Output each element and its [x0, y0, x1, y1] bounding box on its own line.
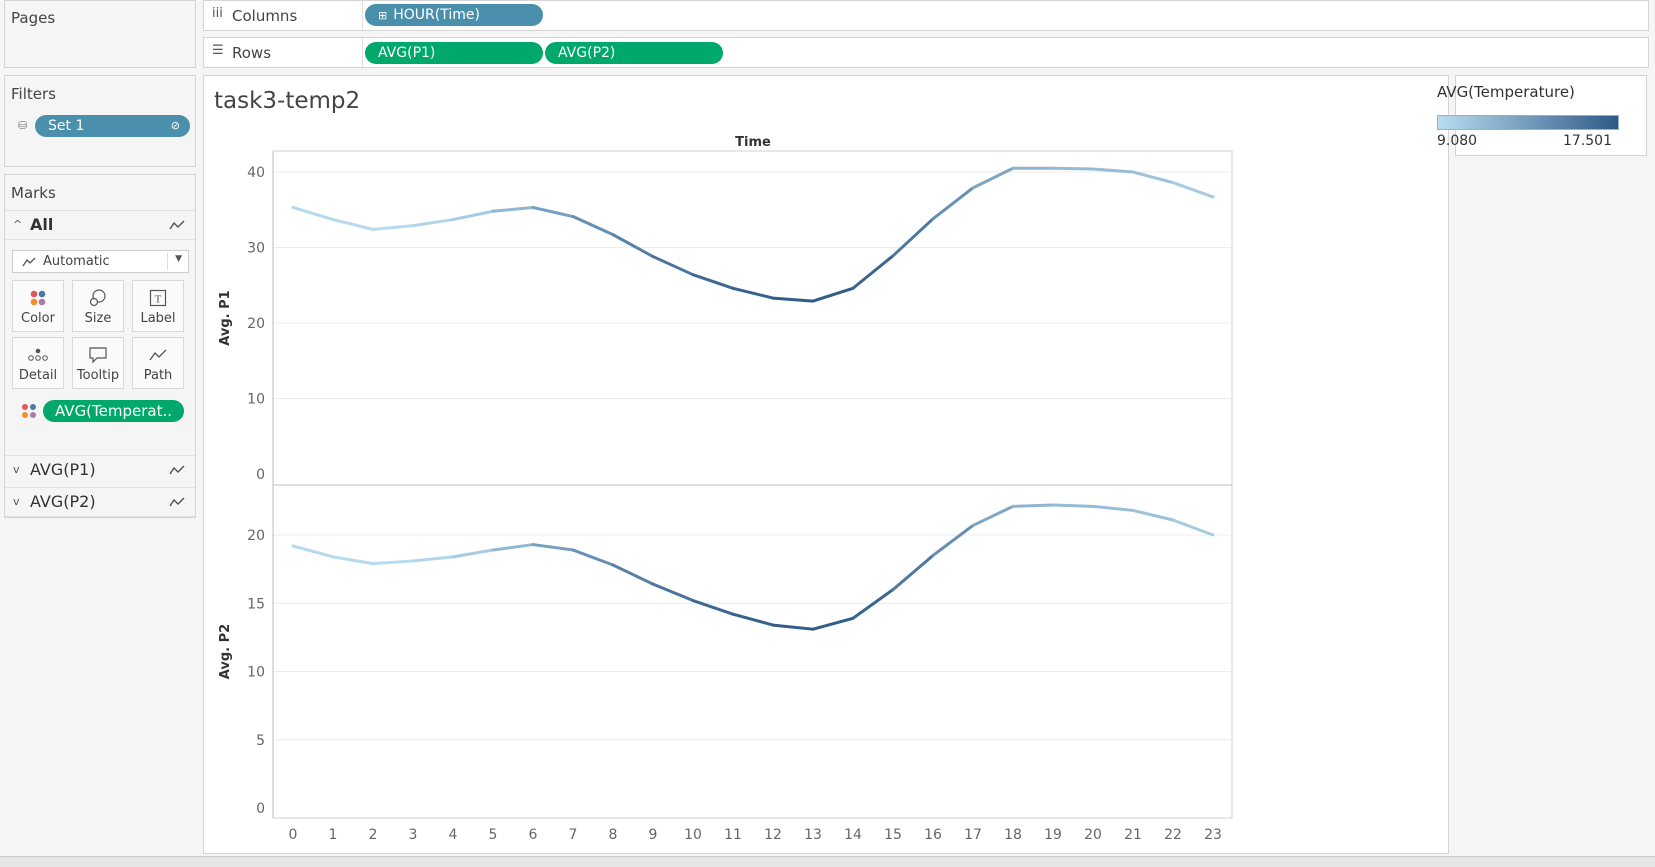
viz-area: [203, 75, 1449, 854]
chevron-down-icon: v: [13, 495, 20, 508]
expand-icon: ⊞: [378, 9, 388, 22]
viz-title: task3-temp2: [214, 88, 361, 114]
legend-title: AVG(Temperature): [1437, 83, 1575, 101]
pill-avg-p2[interactable]: AVG(P2): [545, 42, 723, 64]
filters-panel: Filters ⛁ Set 1 ⊘: [4, 75, 196, 167]
tooltip-button[interactable]: Tooltip: [72, 337, 124, 389]
marks-card-p2-label: AVG(P2): [30, 492, 96, 511]
marks-card-all[interactable]: ^ All: [5, 210, 195, 240]
set-icon: ⛁: [18, 119, 28, 132]
size-button[interactable]: Size: [72, 280, 124, 332]
color-encoding-icon: [22, 404, 36, 418]
pill-label: HOUR(Time): [393, 7, 480, 23]
columns-shelf[interactable]: iii Columns ⊞ HOUR(Time): [203, 0, 1649, 32]
filter-pill-label: Set 1: [48, 118, 85, 134]
legend-color-ramp: [1437, 115, 1619, 130]
sheet-tabs-bar[interactable]: [0, 856, 1655, 867]
pill-avg-p1[interactable]: AVG(P1): [365, 42, 543, 64]
color-button[interactable]: Color: [12, 280, 64, 332]
filters-title: Filters: [11, 85, 56, 103]
chevron-down-icon: v: [13, 463, 20, 476]
marks-all-label: All: [30, 215, 54, 234]
size-icon: [89, 289, 106, 307]
path-icon: [149, 349, 167, 361]
marks-card-p1-label: AVG(P1): [30, 460, 96, 479]
pages-title: Pages: [11, 9, 56, 27]
size-button-label: Size: [84, 311, 112, 326]
text-label-icon: T: [149, 289, 167, 307]
line-mark-icon: [22, 257, 36, 267]
rows-label: Rows: [232, 44, 272, 62]
rows-icon: ☰: [212, 43, 224, 58]
mark-type-dropdown[interactable]: Automatic ▼: [12, 250, 189, 273]
svg-text:T: T: [155, 294, 162, 306]
mark-type-label: Automatic: [43, 254, 110, 269]
filter-pill-set1[interactable]: Set 1 ⊘: [35, 115, 190, 137]
set-link-icon: ⊘: [170, 119, 180, 132]
pages-panel: Pages: [4, 0, 196, 68]
marks-card-p1[interactable]: v AVG(P1): [5, 455, 195, 485]
detail-button[interactable]: Detail: [12, 337, 64, 389]
marks-panel: Marks ^ All Automatic ▼ Color Size T Lab…: [4, 174, 196, 518]
color-pill-temperature[interactable]: AVG(Temperat..: [43, 400, 184, 422]
legend-min-value: 9.080: [1437, 133, 1478, 149]
color-button-label: Color: [21, 311, 55, 326]
marks-card-p2[interactable]: v AVG(P2): [5, 487, 195, 517]
tooltip-button-label: Tooltip: [76, 368, 120, 383]
label-button[interactable]: T Label: [132, 280, 184, 332]
chevron-down-icon: ▼: [175, 254, 182, 264]
color-icon: [30, 290, 46, 306]
columns-icon: iii: [212, 6, 223, 21]
marks-title: Marks: [11, 184, 56, 202]
detail-icon: [28, 348, 48, 361]
columns-label: Columns: [232, 7, 298, 25]
line-mark-icon: [169, 220, 185, 230]
path-button[interactable]: Path: [132, 337, 184, 389]
tooltip-icon: [89, 347, 107, 364]
pill-hour-time[interactable]: ⊞ HOUR(Time): [365, 4, 543, 26]
line-mark-icon: [169, 465, 185, 475]
line-mark-icon: [169, 497, 185, 507]
chevron-up-icon: ^: [13, 218, 23, 231]
detail-button-label: Detail: [18, 368, 58, 383]
legend-max-value: 17.501: [1563, 133, 1612, 149]
label-button-label: Label: [140, 311, 176, 326]
rows-shelf[interactable]: ☰ Rows AVG(P1) AVG(P2): [203, 37, 1649, 69]
path-button-label: Path: [143, 368, 173, 383]
